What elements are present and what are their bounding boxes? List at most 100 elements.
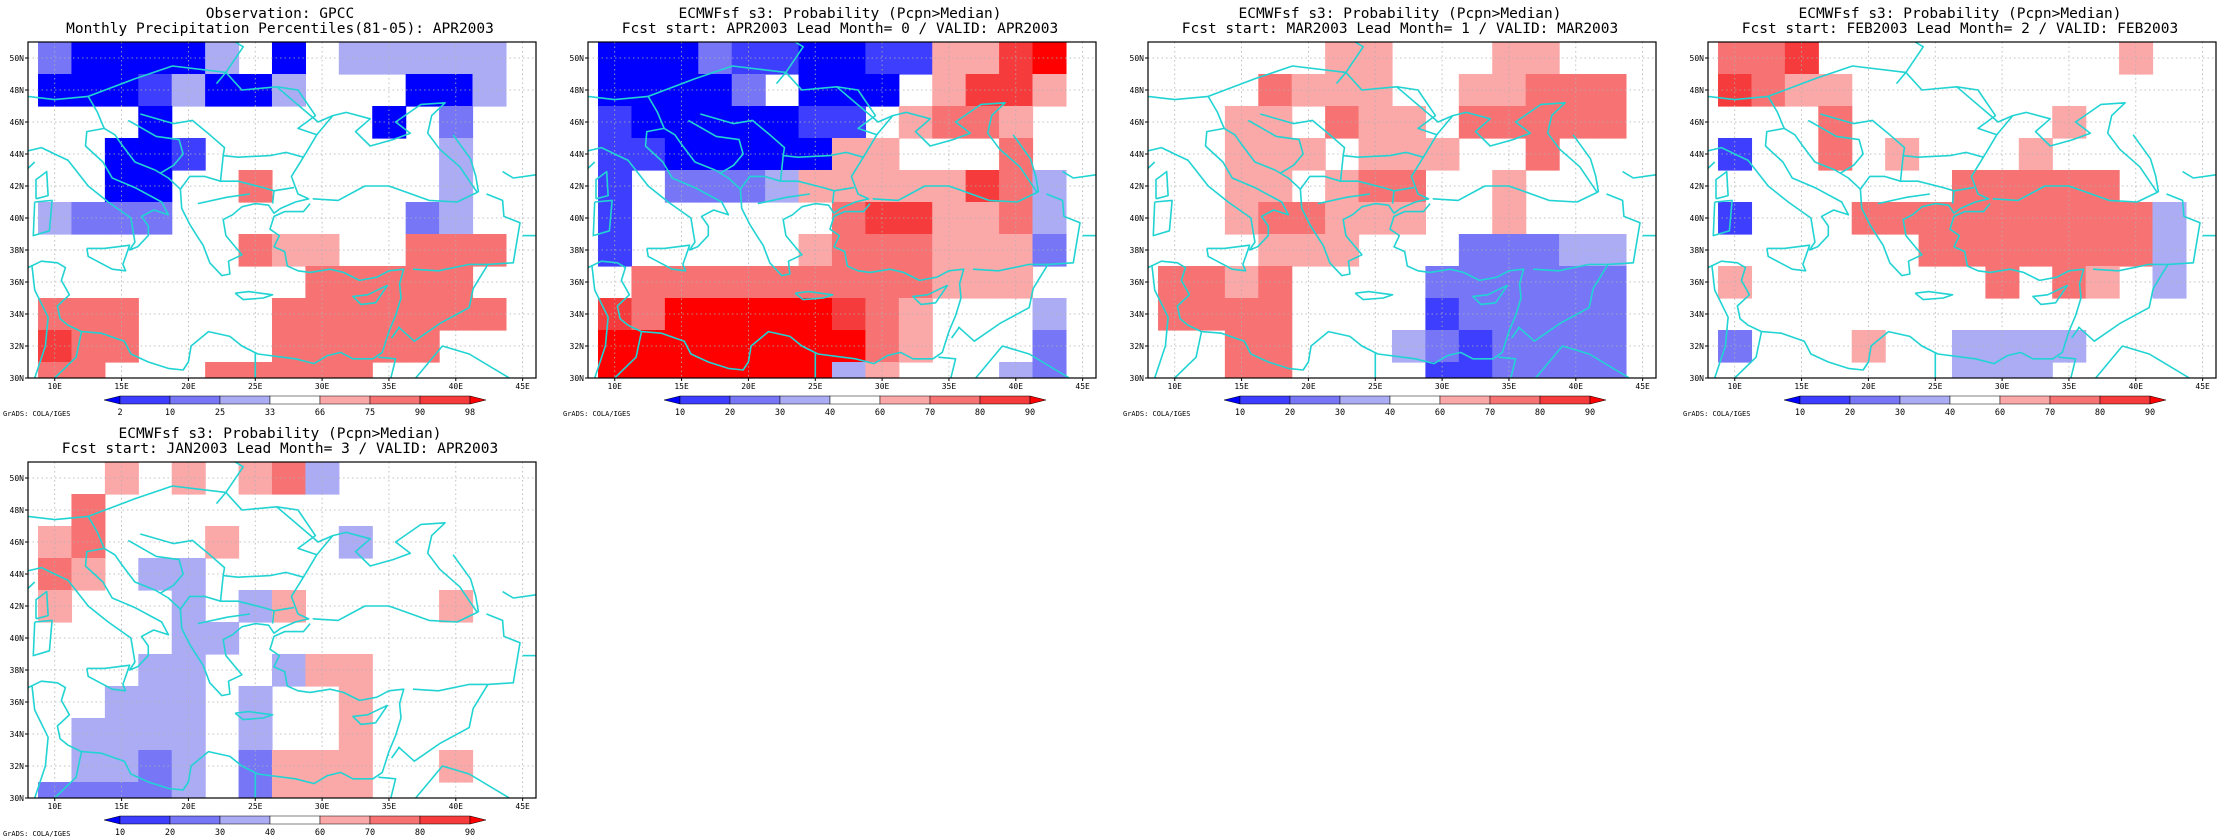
- colorbar-label: 30: [215, 828, 225, 838]
- grid-cell: [271, 462, 306, 495]
- lon-tick-label: 35E: [382, 802, 397, 811]
- map-area: [588, 42, 1096, 378]
- colorbar-segment: [1439, 395, 1491, 405]
- grid-cell: [1258, 362, 1293, 378]
- colorbar-label: 10: [165, 408, 175, 418]
- lat-tick-label: 50N: [10, 54, 25, 63]
- graticule: [1148, 42, 1656, 378]
- grid-cell: [271, 782, 306, 798]
- lat-tick-label: 34N: [570, 310, 585, 319]
- colorbar-segment: [219, 395, 271, 405]
- lat-tick-label: 40N: [10, 214, 25, 223]
- grid-cell: [1032, 362, 1067, 378]
- lat-tick-label: 34N: [10, 310, 25, 319]
- colorbar-label: 33: [265, 408, 275, 418]
- lon-tick-label: 15E: [1234, 382, 1249, 391]
- lat-tick-label: 46N: [1690, 118, 1705, 127]
- colorbar-label: 60: [315, 828, 325, 838]
- grid-cell: [1391, 202, 1426, 235]
- colorbar-segment: [1783, 395, 1801, 405]
- grid-cell: [338, 782, 373, 798]
- lon-tick-label: 20E: [1301, 382, 1316, 391]
- grid-cell: [831, 106, 866, 139]
- lat-tick-label: 36N: [570, 278, 585, 287]
- coastlines: [1148, 42, 1656, 378]
- colorbar-segment: [103, 395, 121, 405]
- lat-tick-label: 44N: [10, 150, 25, 159]
- grid-cell: [71, 362, 106, 378]
- colorbar-segment: [1339, 395, 1391, 405]
- colorbar: 10 20 30 40 60 70 80 90: [663, 395, 1047, 418]
- grid-cell: [631, 138, 666, 171]
- grid-cell: [71, 202, 106, 235]
- lat-tick-label: 50N: [10, 474, 25, 483]
- panel-title-line-1: ECMWFsf s3: Probability (Pcpn>Median): [678, 6, 1001, 22]
- grid-cell: [1951, 170, 1986, 203]
- grid-cell: [831, 74, 866, 107]
- lon-tick-label: 25E: [808, 382, 823, 391]
- colorbar-label: 80: [1535, 408, 1545, 418]
- colorbar-segment: [1949, 395, 2001, 405]
- grid-cell: [104, 686, 139, 719]
- grid-cell: [104, 782, 139, 798]
- grid-cell: [1224, 362, 1259, 378]
- grid-cell: [1224, 266, 1259, 299]
- colorbar-segment: [219, 815, 271, 825]
- colorbar-segment: [369, 395, 421, 405]
- grid-cell: [271, 362, 306, 378]
- grid-cell: [71, 750, 106, 783]
- colorbar: 10 20 30 40 60 70 80 90: [1783, 395, 2167, 418]
- lat-tick-label: 44N: [570, 150, 585, 159]
- colorbar-segment: [1389, 395, 1441, 405]
- lon-tick-label: 40E: [1569, 382, 1584, 391]
- lon-tick-label: 25E: [1368, 382, 1383, 391]
- grid-cell: [205, 362, 240, 378]
- colorbar-segment: [103, 815, 121, 825]
- grid-cell: [1191, 266, 1226, 299]
- lon-tick-label: 35E: [942, 382, 957, 391]
- colorbar: 10 20 30 40 60 70 80 90: [1223, 395, 1607, 418]
- lat-tick-label: 30N: [10, 794, 25, 803]
- lat-tick-label: 42N: [10, 602, 25, 611]
- lat-tick-label: 40N: [1690, 214, 1705, 223]
- grid-cell: [1951, 202, 1986, 235]
- colorbar-label: 90: [465, 828, 475, 838]
- colorbar-segment: [119, 395, 171, 405]
- grid-cell: [631, 298, 666, 331]
- lat-tick-label: 50N: [570, 54, 585, 63]
- lat-tick-label: 32N: [570, 342, 585, 351]
- lat-tick-label: 30N: [10, 374, 25, 383]
- grid-cell: [664, 266, 699, 299]
- graticule: [1708, 42, 2216, 378]
- colorbar-label: 20: [1285, 408, 1295, 418]
- map-area: [1148, 42, 1656, 378]
- grid-cell: [1985, 362, 2020, 378]
- colorbar-segment: [1239, 395, 1291, 405]
- colorbar-label: 10: [675, 408, 685, 418]
- lon-tick-label: 35E: [382, 382, 397, 391]
- lat-tick-label: 42N: [1130, 182, 1145, 191]
- grid-cell: [71, 782, 106, 798]
- grid-cell: [1951, 362, 1986, 378]
- panel-title-line-2: Fcst start: FEB2003 Lead Month= 2 / VALI…: [1742, 21, 2179, 37]
- grid-cell: [1751, 74, 1786, 107]
- grid-cell: [865, 362, 900, 378]
- panel-title-line-2: Monthly Precipitation Percentiles(81-05)…: [66, 21, 494, 37]
- grid-cell: [831, 170, 866, 203]
- grid-cell: [271, 590, 306, 623]
- lat-tick-label: 50N: [1690, 54, 1705, 63]
- lat-tick-label: 30N: [570, 374, 585, 383]
- lat-tick-label: 46N: [10, 538, 25, 547]
- grads-credit: GrADS: COLA/IGES: [1683, 410, 1750, 418]
- panel-lead-2: ECMWFsf s3: Probability (Pcpn>Median) Fcs…: [1680, 0, 2240, 420]
- lat-tick-label: 46N: [570, 118, 585, 127]
- map-frame: [27, 41, 537, 379]
- grid-cell: [1391, 106, 1426, 139]
- colorbar-label: 25: [215, 408, 225, 418]
- lon-tick-label: 15E: [114, 382, 129, 391]
- panel-lead-0: ECMWFsf s3: Probability (Pcpn>Median) Fcs…: [560, 0, 1120, 420]
- colorbar-segment: [1899, 395, 1951, 405]
- lon-tick-label: 15E: [1794, 382, 1809, 391]
- lon-tick-label: 45E: [2195, 382, 2210, 391]
- lon-tick-label: 10E: [48, 382, 63, 391]
